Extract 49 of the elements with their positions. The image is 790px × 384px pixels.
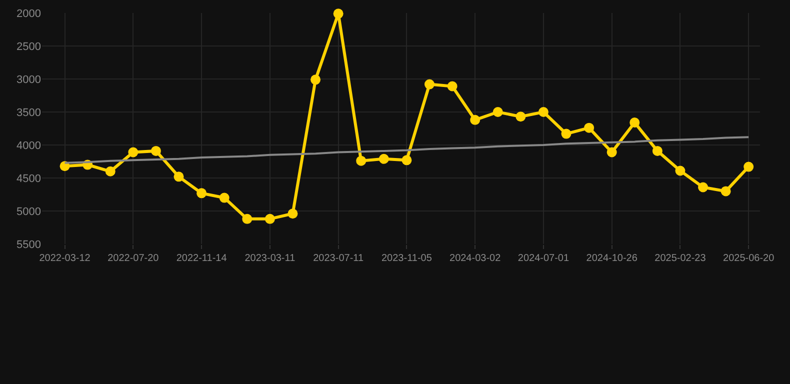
point bbox=[492, 107, 503, 117]
y-tick-label: 2500 bbox=[16, 40, 41, 53]
x-tick-label: 2025-02-23 bbox=[654, 253, 706, 264]
point bbox=[630, 118, 640, 128]
point bbox=[584, 122, 594, 133]
point bbox=[288, 208, 298, 219]
x-tick-label: 2023-07-11 bbox=[313, 253, 364, 264]
x-tick-label: 2022-07-20 bbox=[108, 253, 160, 264]
x-tick-label: 2025-06-20 bbox=[723, 253, 775, 264]
point bbox=[561, 128, 572, 139]
point bbox=[744, 162, 754, 172]
x-tick-label: 2022-03-12 bbox=[39, 253, 91, 264]
point bbox=[174, 172, 184, 182]
point bbox=[606, 147, 617, 158]
point bbox=[470, 114, 480, 125]
point bbox=[402, 155, 412, 166]
point bbox=[219, 192, 230, 203]
point bbox=[720, 186, 731, 196]
y-tick-label: 5500 bbox=[16, 238, 41, 251]
point bbox=[424, 79, 434, 90]
point bbox=[60, 161, 70, 172]
x-tick-label: 2024-07-01 bbox=[518, 253, 570, 264]
y-tick-label: 5000 bbox=[16, 206, 41, 218]
point bbox=[128, 147, 138, 158]
point bbox=[264, 214, 275, 224]
x-tick-label: 2024-03-02 bbox=[450, 253, 502, 264]
point bbox=[538, 107, 548, 117]
y-tick-label: 4500 bbox=[16, 172, 41, 185]
x-tick-label: 2022-11-14 bbox=[176, 253, 228, 264]
x-tick-label: 2023-03-11 bbox=[244, 253, 296, 264]
x-tick-label: 2023-11-05 bbox=[381, 253, 432, 264]
point bbox=[447, 81, 458, 92]
point bbox=[356, 156, 366, 166]
point bbox=[378, 154, 389, 164]
y-tick-label: 2000 bbox=[16, 8, 41, 20]
point bbox=[310, 74, 321, 85]
point bbox=[698, 182, 708, 192]
point bbox=[242, 214, 252, 224]
point bbox=[150, 146, 161, 156]
point bbox=[196, 188, 207, 198]
point bbox=[652, 146, 662, 156]
point bbox=[333, 8, 344, 19]
point bbox=[675, 166, 686, 176]
point bbox=[105, 166, 116, 176]
point bbox=[516, 112, 526, 122]
y-tick-label: 3000 bbox=[16, 74, 41, 86]
y-tick-label: 4000 bbox=[16, 140, 41, 152]
x-tick-label: 2024-10-26 bbox=[586, 253, 638, 264]
y-tick-label: 3500 bbox=[16, 106, 41, 119]
